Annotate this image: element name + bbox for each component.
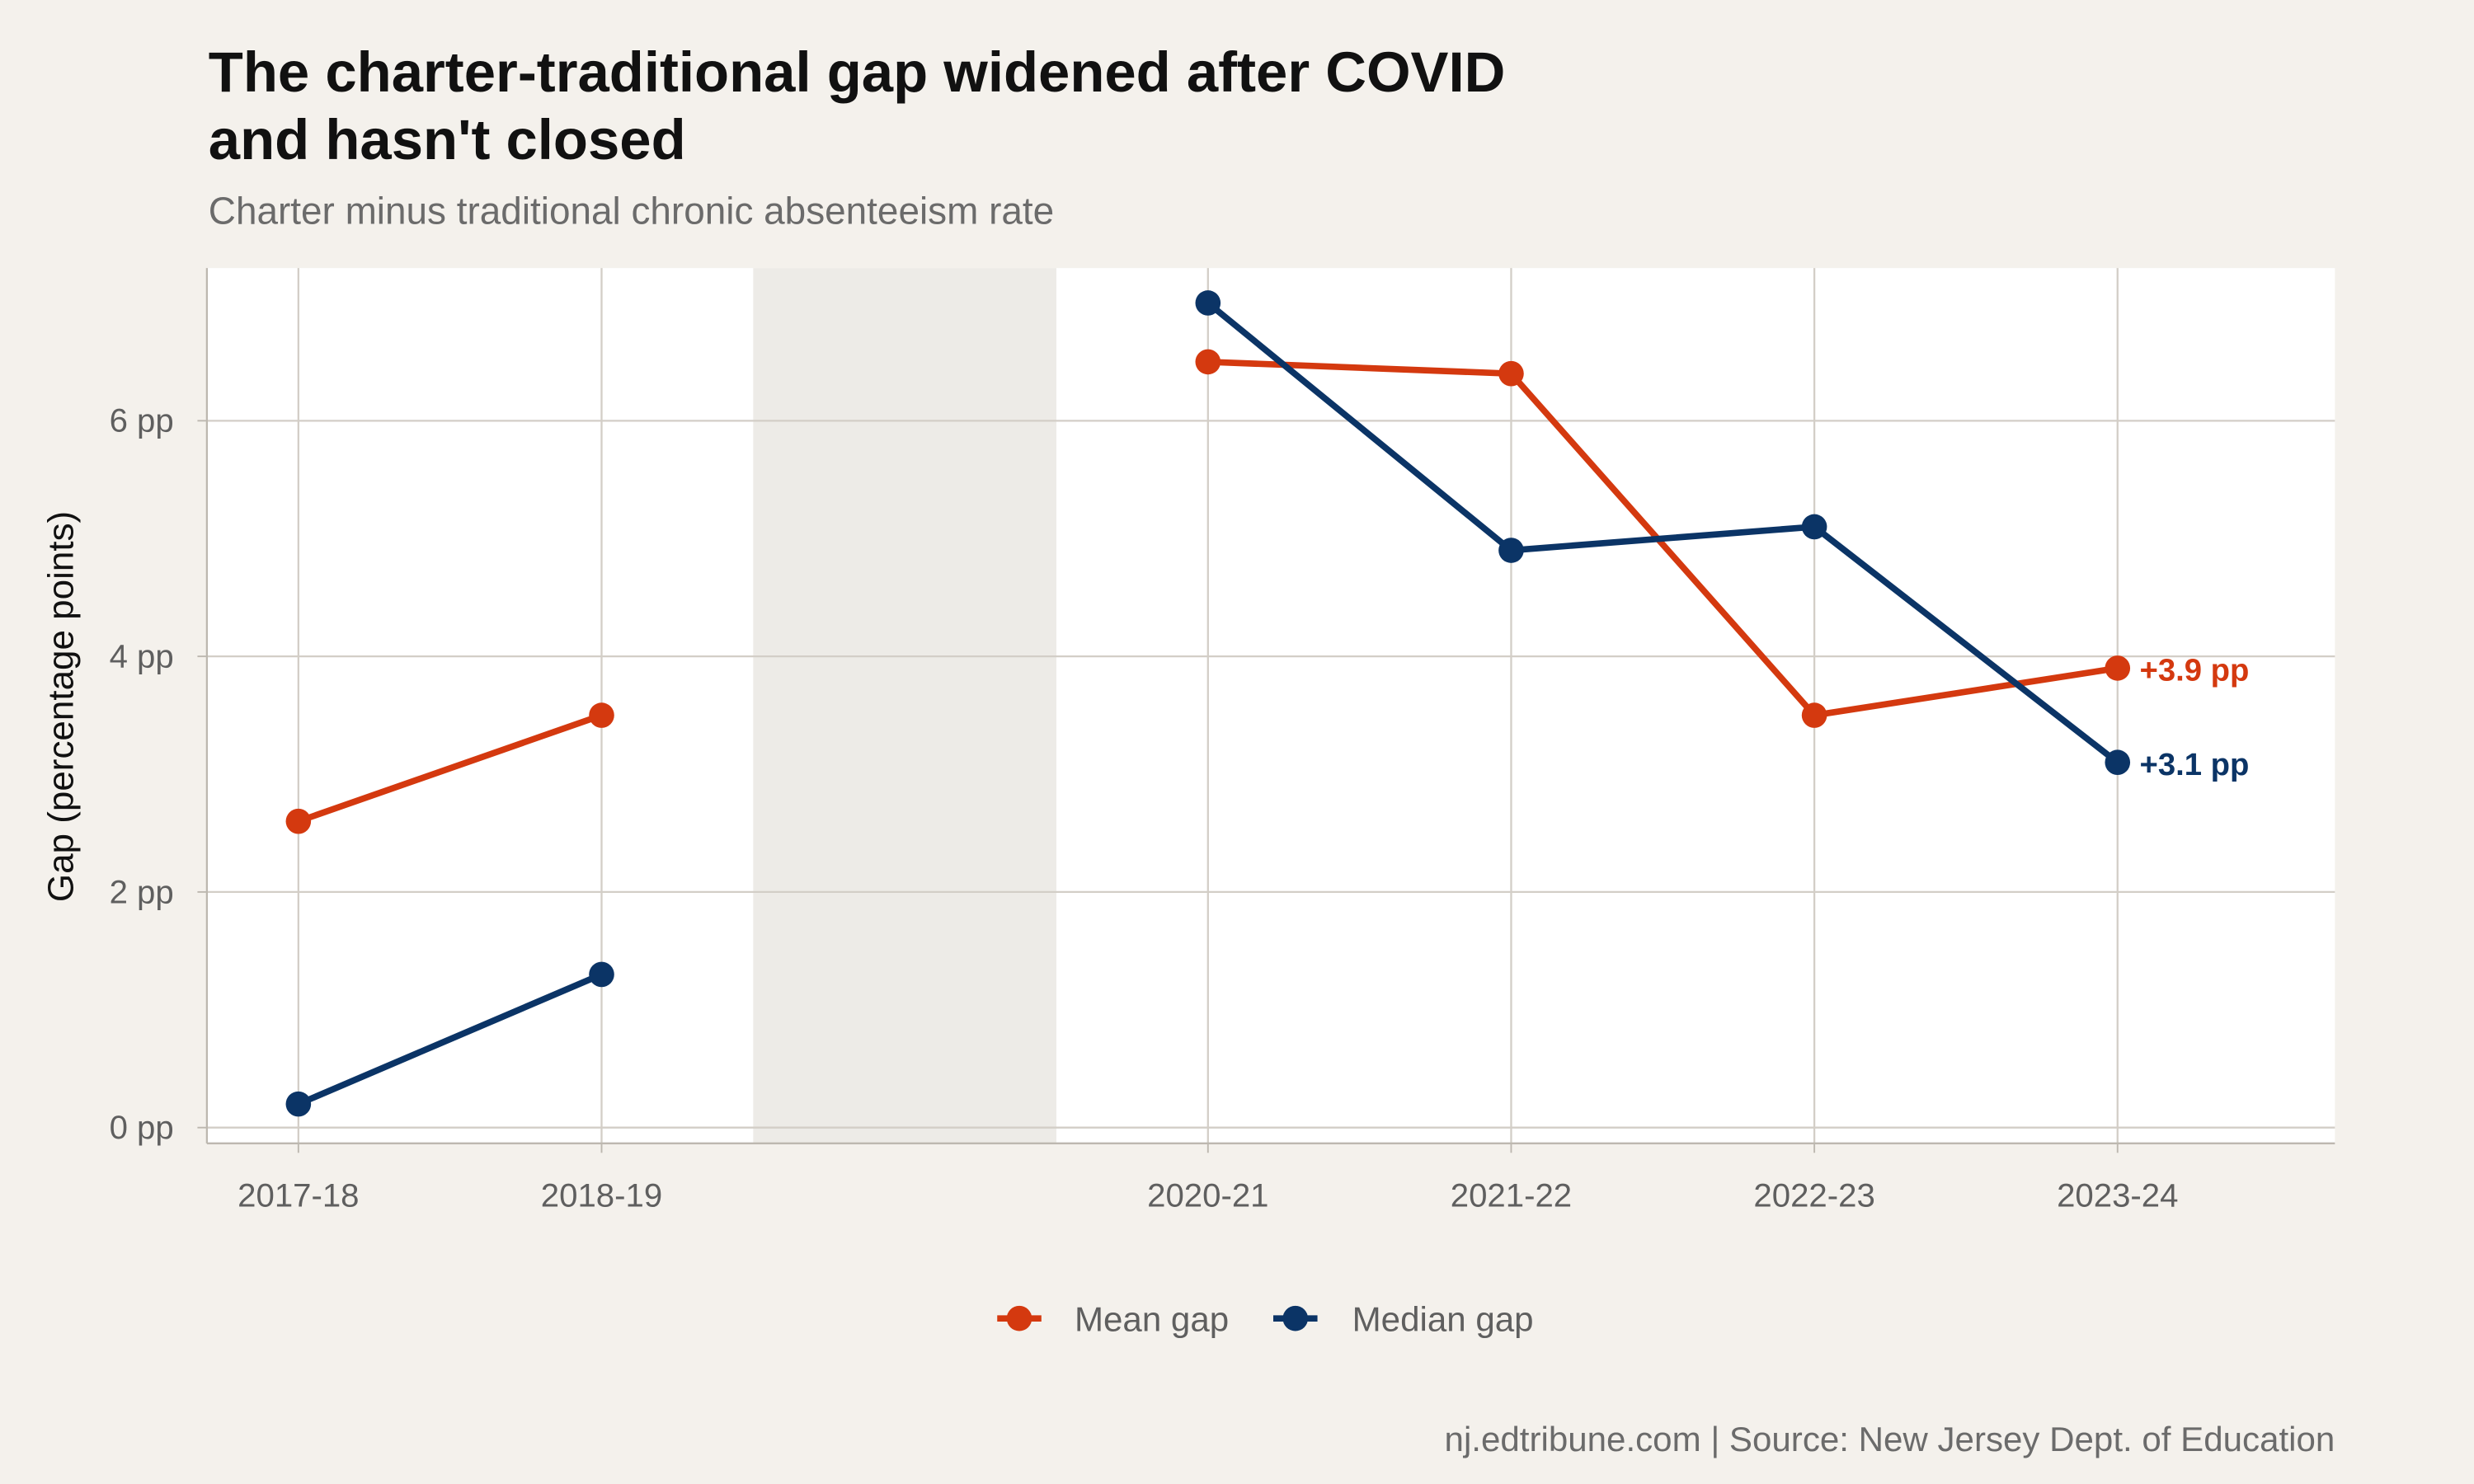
median-gap-point (1195, 290, 1221, 316)
chart-title-line-1: The charter-traditional gap widened afte… (209, 40, 1506, 104)
mean-gap-point (2105, 655, 2131, 681)
x-tick-label: 2020-21 (1147, 1176, 1268, 1214)
y-tick-label: 4 pp (110, 638, 174, 675)
y-tick-label: 6 pp (110, 402, 174, 439)
x-tick-label: 2022-23 (1753, 1176, 1874, 1214)
x-tick-label: 2017-18 (238, 1176, 359, 1214)
legend-mean-label: Mean gap (1075, 1299, 1229, 1338)
mean-gap-line (297, 711, 603, 824)
mean-gap-end-label: +3.9 pp (2140, 653, 2250, 688)
mean-gap-point (1195, 349, 1221, 375)
y-tick-label: 0 pp (110, 1109, 174, 1146)
x-tick-label: 2021-22 (1451, 1176, 1572, 1214)
missing-year-band (753, 268, 1056, 1144)
y-axis-label: Gap (percentage points) (40, 511, 81, 902)
legend-median-label: Median gap (1352, 1299, 1534, 1338)
median-gap-line (1206, 300, 2120, 765)
legend-mean-marker (1006, 1305, 1032, 1331)
median-gap-point (1498, 538, 1524, 563)
chart-title-line-2: and hasn't closed (209, 108, 686, 171)
chart-subtitle: Charter minus traditional chronic absent… (209, 190, 1054, 232)
x-tick-label: 2023-24 (2057, 1176, 2178, 1214)
mean-gap-point (589, 702, 614, 728)
x-tick-label: 2018-19 (541, 1176, 662, 1214)
median-gap-end-label: +3.1 pp (2140, 747, 2250, 782)
median-gap-line (297, 971, 604, 1107)
mean-gap-point (1498, 360, 1524, 387)
y-tick-label: 2 pp (110, 873, 174, 910)
plot-panel (206, 268, 2335, 1144)
legend: Mean gap Median gap (997, 1299, 1534, 1338)
mean-gap-point (285, 808, 312, 834)
mean-gap-point (1801, 702, 1827, 728)
median-gap-point (285, 1091, 312, 1117)
mean-gap-line (1207, 359, 2119, 719)
median-gap-point (2105, 749, 2131, 776)
caption: nj.edtribune.com | Source: New Jersey De… (1445, 1420, 2335, 1458)
median-gap-point (1801, 514, 1827, 540)
median-gap-point (589, 961, 614, 988)
legend-median-marker (1282, 1305, 1309, 1331)
